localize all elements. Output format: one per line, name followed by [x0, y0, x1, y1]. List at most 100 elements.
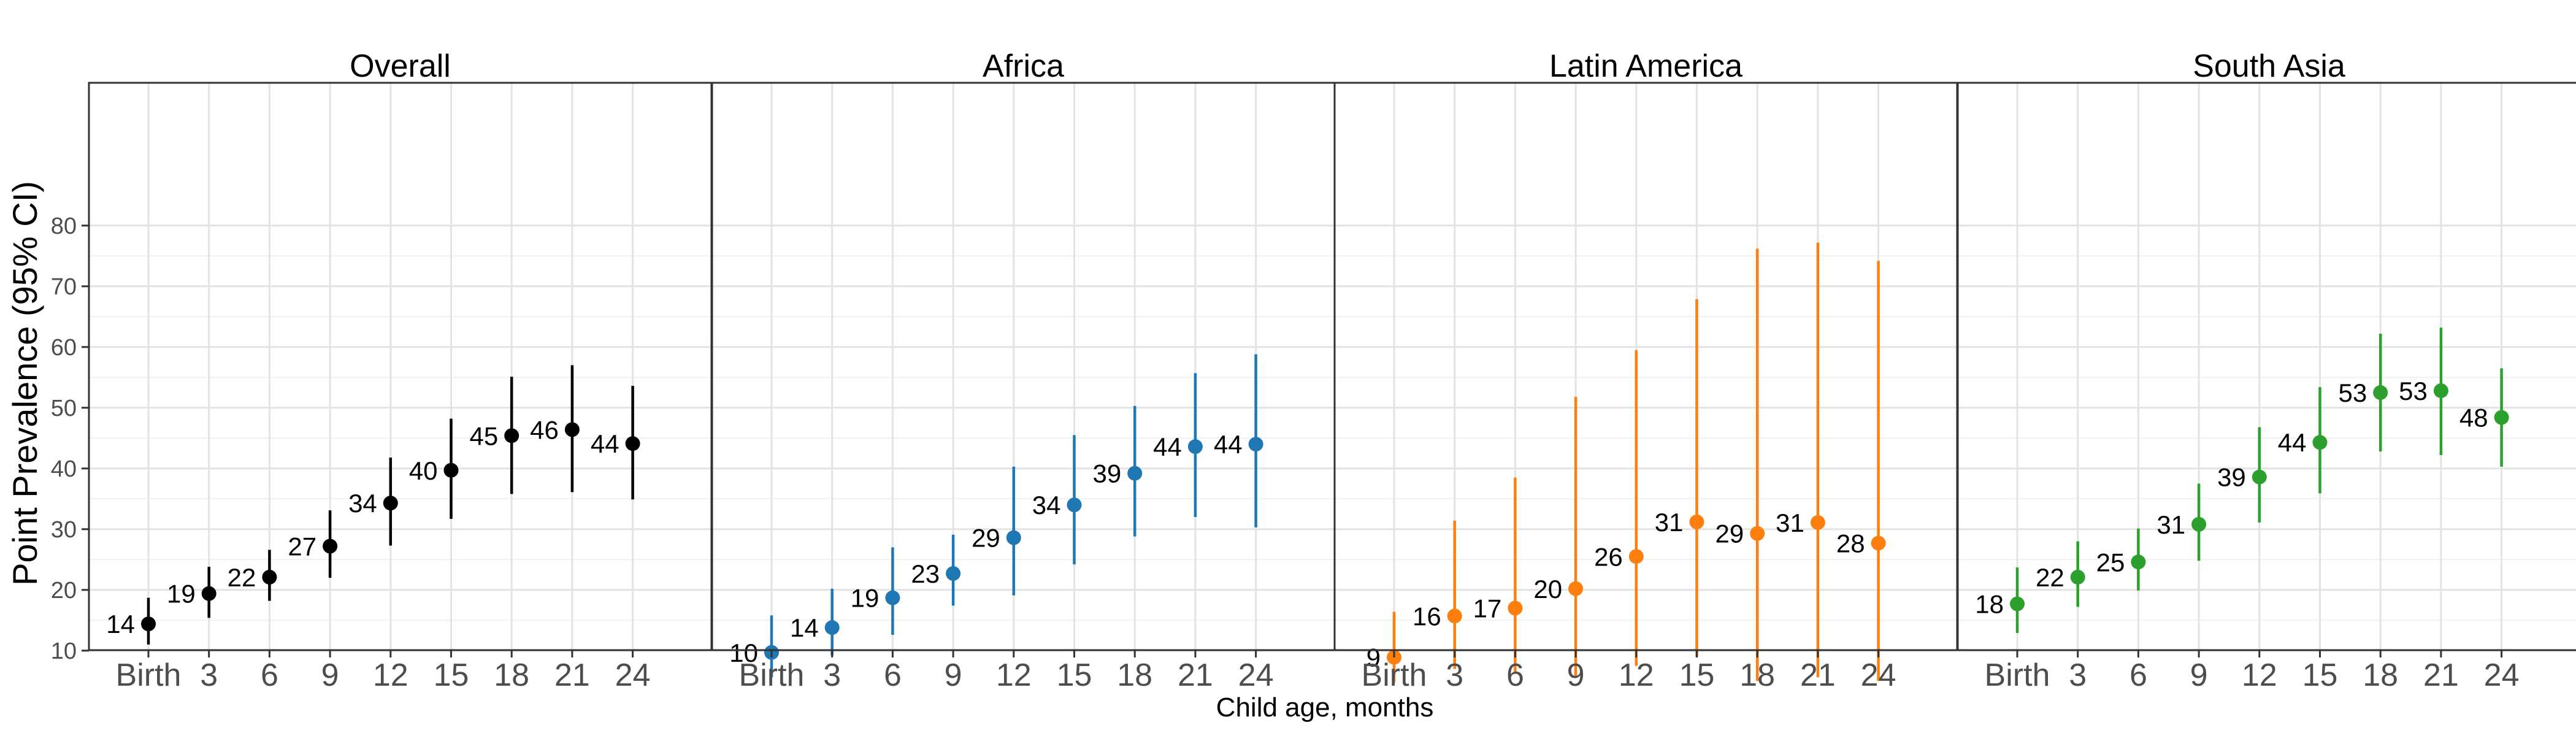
data-label: 14 — [106, 610, 135, 638]
x-tick-label: 15 — [434, 657, 469, 693]
y-tick-label: 60 — [51, 335, 77, 361]
panel-background — [89, 83, 711, 650]
x-tick-label: 6 — [261, 657, 278, 693]
x-tick-label: 12 — [1619, 657, 1654, 693]
data-point — [2010, 596, 2025, 611]
x-tick-label: 21 — [2423, 657, 2459, 693]
data-point — [2191, 516, 2207, 532]
data-label: 19 — [167, 580, 196, 608]
x-tick-label: 21 — [1800, 657, 1836, 693]
data-point — [564, 422, 580, 437]
data-point — [824, 620, 840, 635]
x-tick-label: 15 — [2302, 657, 2338, 693]
data-label: 29 — [972, 524, 1000, 553]
data-label: 31 — [1776, 508, 1804, 537]
x-tick-label: 18 — [494, 657, 529, 693]
x-tick-label: 21 — [554, 657, 590, 693]
x-tick-label: 6 — [1506, 657, 1524, 693]
data-label: 53 — [2338, 378, 2367, 407]
data-label: 28 — [1836, 529, 1865, 558]
data-point — [504, 428, 519, 443]
x-tick-label: 9 — [321, 657, 339, 693]
data-label: 20 — [1533, 575, 1562, 604]
data-label: 29 — [1715, 519, 1744, 548]
x-tick-label: 3 — [1446, 657, 1463, 693]
x-tick-label: 9 — [1567, 657, 1585, 693]
x-tick-label: Birth — [1362, 657, 1427, 693]
data-label: 23 — [911, 559, 940, 588]
data-point — [201, 586, 217, 601]
data-label: 44 — [1153, 432, 1182, 461]
x-tick-label: 12 — [373, 657, 408, 693]
data-label: 17 — [1473, 594, 1502, 623]
data-point — [2070, 570, 2085, 585]
data-point — [141, 616, 156, 632]
data-point — [1689, 514, 1704, 529]
data-label: 44 — [2278, 428, 2307, 457]
x-tick-label: 18 — [1739, 657, 1775, 693]
data-point — [1810, 515, 1825, 530]
x-tick-label: 9 — [945, 657, 962, 693]
x-tick-label: 24 — [1861, 657, 1896, 693]
data-label: 44 — [1214, 430, 1243, 459]
data-label: 16 — [1413, 602, 1441, 631]
data-point — [2433, 383, 2448, 399]
x-tick-label: Birth — [116, 657, 182, 693]
data-label: 26 — [1594, 542, 1623, 571]
data-label: 22 — [2036, 563, 2064, 592]
x-axis-title: Child age, months — [1216, 692, 1434, 723]
x-tick-label: 6 — [884, 657, 902, 693]
data-label: 44 — [591, 429, 619, 458]
x-tick-label: 21 — [1178, 657, 1213, 693]
data-label: 31 — [2156, 510, 2185, 539]
data-point — [946, 566, 961, 581]
data-label: 10 — [729, 638, 758, 667]
data-point — [1447, 608, 1462, 624]
data-point — [2131, 554, 2146, 570]
panel-background — [1335, 83, 1957, 650]
x-tick-label: 24 — [2484, 657, 2520, 693]
data-point — [2373, 385, 2388, 401]
data-label: 39 — [1092, 459, 1121, 488]
y-tick-label: 80 — [51, 213, 77, 239]
y-tick-label: 50 — [51, 396, 77, 421]
y-tick-label: 30 — [51, 517, 77, 543]
data-point — [2312, 435, 2328, 450]
y-tick-label: 40 — [51, 456, 77, 482]
data-label: 25 — [2096, 548, 2125, 577]
data-point — [1871, 535, 1886, 551]
data-point — [1750, 526, 1765, 541]
chart-panels: 14 19 22 27 34 40 45 46 44 Birth 3 6 9 12 15 18 21 24 Over… — [51, 48, 2576, 693]
panel-border — [1957, 82, 2576, 651]
panel-title: Latin America — [1549, 48, 1742, 84]
panel-title: Overall — [350, 48, 451, 84]
x-tick-label: 6 — [2129, 657, 2147, 693]
x-tick-label: 9 — [2190, 657, 2208, 693]
data-point — [1508, 600, 1523, 616]
x-tick-label: 18 — [2363, 657, 2398, 693]
panel-background — [1958, 83, 2576, 650]
data-label: 31 — [1655, 508, 1684, 537]
data-point — [625, 436, 640, 451]
data-point — [262, 570, 277, 585]
data-point — [2494, 410, 2509, 425]
data-point — [1127, 466, 1143, 481]
data-label: 18 — [1975, 590, 2004, 619]
data-label: 48 — [2459, 404, 2488, 432]
x-tick-label: Birth — [1985, 657, 2050, 693]
data-point — [1628, 549, 1644, 564]
x-tick-label: 3 — [823, 657, 841, 693]
data-point — [383, 496, 398, 511]
data-label: 39 — [2217, 463, 2246, 492]
data-label: 45 — [469, 421, 498, 450]
data-label: 40 — [409, 456, 438, 485]
data-point — [1067, 497, 1082, 513]
y-tick-label: 70 — [51, 274, 77, 300]
data-point — [1248, 437, 1263, 452]
data-label: 14 — [790, 613, 819, 642]
panel-africa: 10 14 19 23 29 34 39 44 44 Birth 3 6 9 12 15 18 21 24 Afri… — [711, 48, 1336, 693]
x-tick-label: 3 — [200, 657, 218, 693]
data-point — [1006, 530, 1021, 545]
data-point — [1187, 439, 1203, 454]
